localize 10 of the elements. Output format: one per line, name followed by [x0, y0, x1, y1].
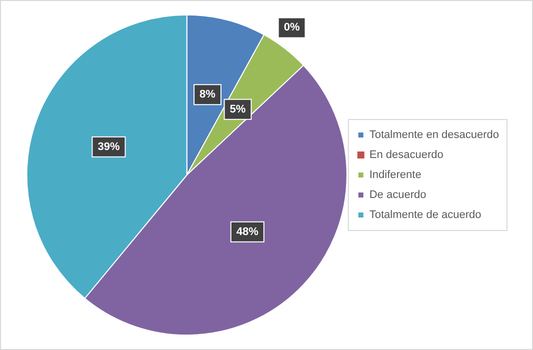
text: 0% [284, 22, 300, 34]
legend-label: En desacuerdo [369, 149, 444, 161]
data-label: 5% [230, 103, 246, 116]
data-label: 48% [236, 226, 259, 238]
legend-label: Indiferente [369, 169, 422, 181]
data-label: 8% [200, 88, 216, 101]
legend-label: Totalmente en desacuerdo [369, 129, 500, 141]
legend-label: Totalmente de acuerdo [369, 209, 482, 221]
legend-label: De acuerdo [369, 189, 426, 201]
data-label: 39% [98, 140, 120, 153]
